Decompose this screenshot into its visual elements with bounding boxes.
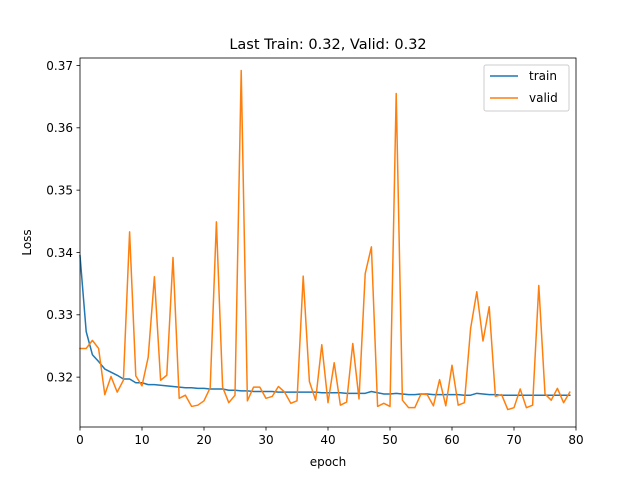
series-layer	[79, 69, 571, 411]
x-axis-label: epoch	[310, 455, 347, 469]
chart-title: Last Train: 0.32, Valid: 0.32	[229, 37, 426, 53]
legend-label-valid: valid	[529, 91, 558, 105]
legend-label-train: train	[529, 69, 557, 83]
y-tick-label: 0.32	[46, 370, 73, 384]
y-tick-label: 0.37	[46, 59, 73, 73]
y-axis-label: Loss	[20, 229, 34, 255]
y-tick-label: 0.34	[46, 246, 73, 260]
x-tick-label: 50	[382, 433, 397, 447]
x-tick-label: 20	[196, 433, 211, 447]
legend: train valid	[483, 64, 570, 112]
y-axis-ticks: 0.32 0.33 0.34 0.35 0.36 0.37	[46, 59, 80, 384]
x-tick-label: 60	[444, 433, 459, 447]
x-tick-label: 70	[506, 433, 521, 447]
x-tick-label: 10	[134, 433, 149, 447]
x-axis-ticks: 0 10 20 30 40 50 60 70 80	[76, 427, 584, 447]
y-tick-label: 0.36	[46, 121, 73, 135]
x-tick-label: 30	[258, 433, 273, 447]
y-tick-label: 0.35	[46, 183, 73, 197]
series-line-train	[79, 254, 571, 396]
series-line-valid	[79, 69, 571, 411]
x-tick-label: 40	[320, 433, 335, 447]
x-tick-label: 80	[568, 433, 583, 447]
y-tick-label: 0.33	[46, 308, 73, 322]
x-tick-label: 0	[76, 433, 84, 447]
